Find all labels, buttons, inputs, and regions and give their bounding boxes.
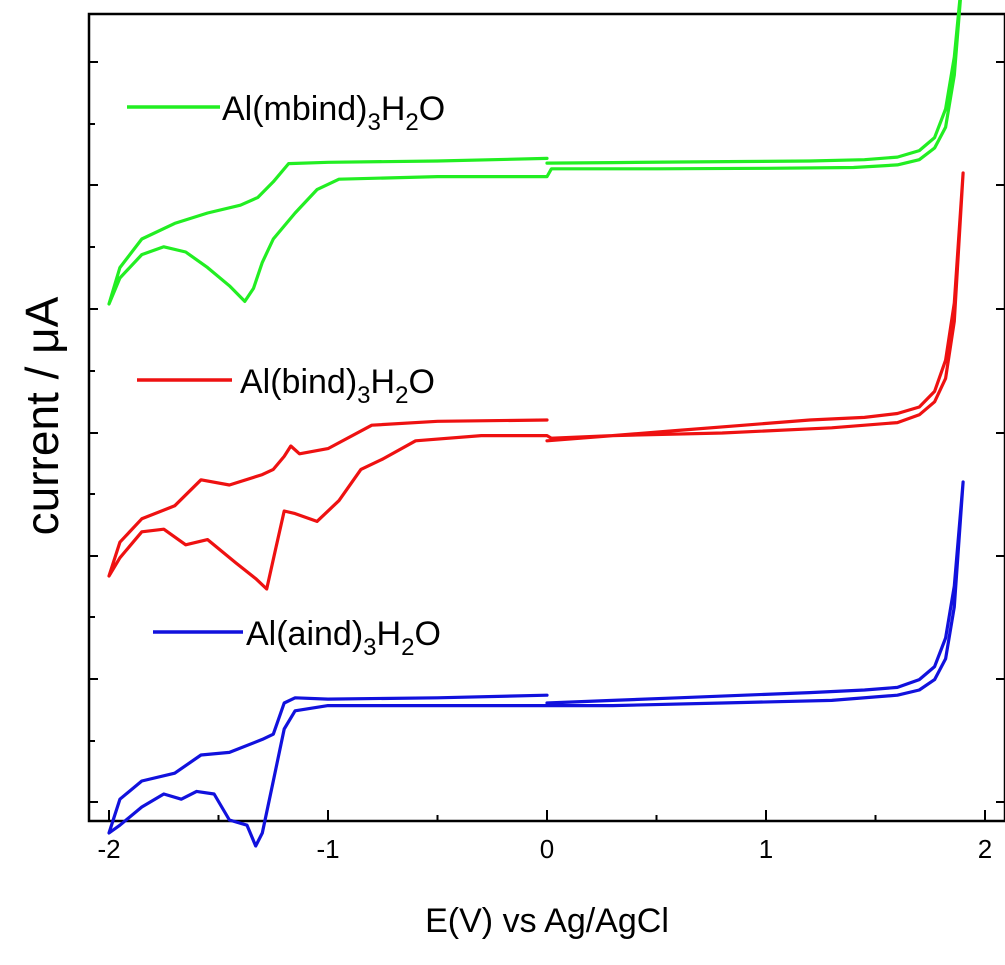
series-curves <box>107 0 965 848</box>
legend-label: Al(mbind)3H2O <box>222 90 445 136</box>
series-line-0 <box>107 0 962 306</box>
x-tick-label: 0 <box>540 834 554 864</box>
series-line-2 <box>107 480 965 848</box>
x-tick-label: -2 <box>97 834 120 864</box>
y-axis-label: current / μA <box>16 296 68 535</box>
x-tick-label: -1 <box>316 834 339 864</box>
axis-ticks <box>89 61 1005 821</box>
inline-legends: Al(mbind)3H2O Al(bind)3H2O Al(aind)3H2O <box>127 90 445 661</box>
x-tick-label: 1 <box>759 834 773 864</box>
x-tick-labels: -2 -1 0 1 2 <box>97 834 992 864</box>
legend-label: Al(aind)3H2O <box>246 615 441 661</box>
series-line-1 <box>107 171 965 591</box>
x-axis-label: E(V) vs Ag/AgCl <box>425 902 669 940</box>
legend-label: Al(bind)3H2O <box>240 363 435 409</box>
x-tick-label: 2 <box>978 834 992 864</box>
